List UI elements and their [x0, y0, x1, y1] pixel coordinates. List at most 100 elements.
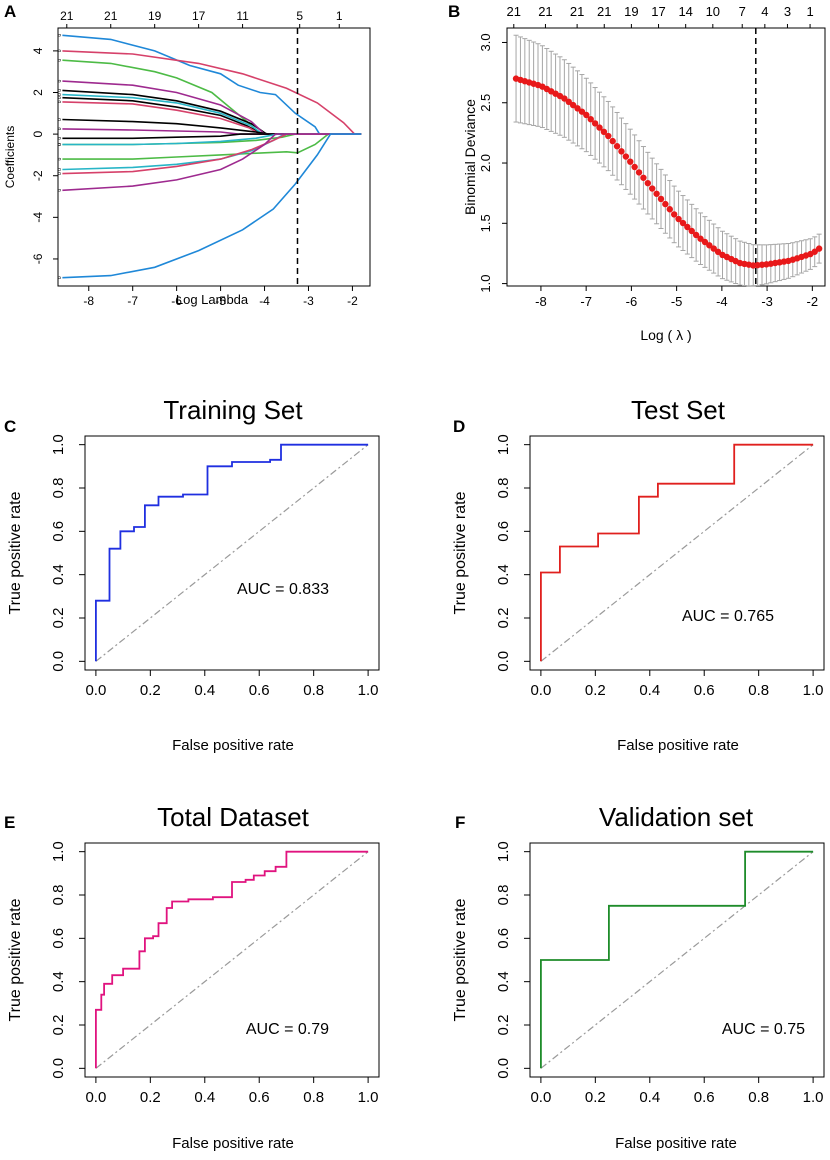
x-tick-label: 0.0	[530, 1089, 551, 1106]
coefficient-path	[62, 133, 362, 140]
axes: 0.0 0.2 0.4 0.6 0.8 1.0 0.0 0.2 0.4 0.6 0.8 1.0	[495, 434, 824, 699]
x-tick-label: 1.0	[358, 682, 379, 699]
x-axis-label: False positive rate	[172, 1135, 294, 1152]
y-tick-label: 0.4	[495, 971, 512, 992]
y-tick-label: 1.0	[495, 841, 512, 862]
x-axis-label: False positive rate	[617, 737, 739, 754]
x-tick-label: -4	[716, 294, 728, 309]
deviance-point	[706, 242, 713, 249]
x-tick-label: -7	[127, 294, 138, 308]
roc-curve	[95, 443, 369, 662]
panel-label-d: D	[453, 417, 465, 436]
auc-label: AUC = 0.833	[237, 581, 329, 598]
top-axis-label: 3	[784, 4, 791, 19]
y-tick-label: 0.8	[50, 478, 67, 499]
path-index-label: o	[57, 276, 63, 279]
x-tick-label: 0.6	[249, 682, 270, 699]
deviance-point	[561, 95, 568, 102]
path-index-label: o	[57, 137, 63, 140]
deviance-point	[600, 128, 608, 136]
y-tick-label: 2	[31, 89, 45, 96]
y-tick-label: 0.6	[495, 928, 512, 949]
coefficient-path	[62, 80, 362, 135]
deviance-point	[697, 235, 704, 242]
x-tick-label: -6	[626, 294, 638, 309]
deviance-point	[679, 219, 687, 227]
x-tick-label: -4	[259, 294, 270, 308]
deviance-point	[591, 120, 599, 127]
y-tick-label: 0.0	[50, 651, 67, 672]
deviance-point	[657, 195, 665, 203]
x-tick-label: 0.2	[140, 682, 161, 699]
roc-total-panel: Total Dataset 0.0 0.2 0.4 0.6 0.8 1.00.00.20.…	[7, 802, 380, 1152]
y-tick-label: 0.0	[495, 651, 512, 672]
x-tick-label: -2	[347, 294, 358, 308]
x-tick-label: -5	[215, 294, 226, 308]
y-tick-label: 0.6	[50, 521, 67, 542]
deviance-point	[640, 174, 647, 181]
x-tick-label: -8	[535, 294, 547, 309]
top-axis-label: 21	[507, 4, 521, 19]
top-axis-label: 14	[678, 4, 692, 19]
x-tick-label: 0.0	[530, 682, 551, 699]
deviance-point	[605, 132, 612, 140]
roc-line	[540, 443, 814, 662]
top-axis-label: 21	[570, 4, 584, 19]
y-tick-label: 0.2	[495, 608, 512, 629]
y-axis-label: Binomial Deviance	[462, 99, 478, 215]
path-index-label: o	[57, 118, 63, 121]
plot-frame	[84, 435, 380, 671]
top-axis-label: 7	[739, 4, 746, 19]
x-tick-label: 0.4	[194, 1089, 215, 1106]
deviance-point	[569, 101, 577, 109]
auc-label: AUC = 0.79	[246, 1021, 329, 1038]
axes: -8 -7 -6 -5 -4 -3 -2 -6 -4 -2 0 2 4 21 21 19 17 11 5 1	[31, 9, 358, 308]
y-axis-label: Coefficients	[3, 126, 17, 188]
deviance-point	[574, 105, 581, 112]
deviance-point	[618, 148, 625, 155]
roc-curve	[95, 850, 369, 1069]
y-tick-label: -2	[31, 170, 45, 181]
x-axis-label: False positive rate	[615, 1135, 737, 1152]
panel-label-f: F	[455, 813, 465, 832]
roc-test-panel: Test Set 0.0 0.2 0.4 0.6 0.8 1.00.00.20.40.60…	[452, 395, 825, 754]
x-tick-label: 0.0	[85, 682, 106, 699]
x-tick-label: 0.2	[585, 1089, 606, 1106]
path-index-label: o	[57, 34, 63, 37]
x-tick-label: -3	[303, 294, 314, 308]
y-axis-label: True positive rate	[452, 898, 469, 1021]
y-tick-label: 0.2	[50, 1015, 67, 1036]
y-tick-label: -4	[31, 212, 45, 223]
reference-diagonal	[95, 851, 369, 1069]
deviance-point	[649, 185, 656, 192]
deviance-point	[631, 163, 638, 171]
deviance-point	[565, 98, 572, 106]
y-tick-label: -6	[31, 253, 45, 264]
y-tick-label: 0.0	[495, 1058, 512, 1079]
top-axis-label: 11	[236, 9, 249, 23]
deviance-point	[666, 206, 673, 213]
y-tick-label: 0.6	[50, 928, 67, 949]
y-tick-label: 2.0	[478, 154, 493, 172]
x-tick-label: 0.6	[694, 682, 715, 699]
x-tick-label: 1.0	[803, 682, 824, 699]
deviance-point	[596, 124, 603, 131]
deviance-point	[710, 245, 717, 252]
y-tick-label: 1.5	[478, 214, 493, 232]
y-tick-label: 0	[31, 130, 45, 137]
y-tick-label: 1.0	[478, 275, 493, 293]
path-index-label: o	[57, 168, 63, 171]
path-index-label: o	[57, 96, 63, 99]
deviance-point	[613, 143, 621, 150]
y-tick-label: 0.4	[50, 971, 67, 992]
x-tick-label: 0.4	[194, 682, 215, 699]
path-index-label: o	[57, 59, 63, 62]
chart-title: Validation set	[599, 802, 754, 832]
path-index-label: o	[57, 49, 63, 52]
top-axis-label: 1	[336, 9, 343, 23]
roc-line	[540, 850, 814, 1069]
y-tick-label: 1.0	[495, 434, 512, 455]
x-tick-label: 0.0	[85, 1089, 106, 1106]
